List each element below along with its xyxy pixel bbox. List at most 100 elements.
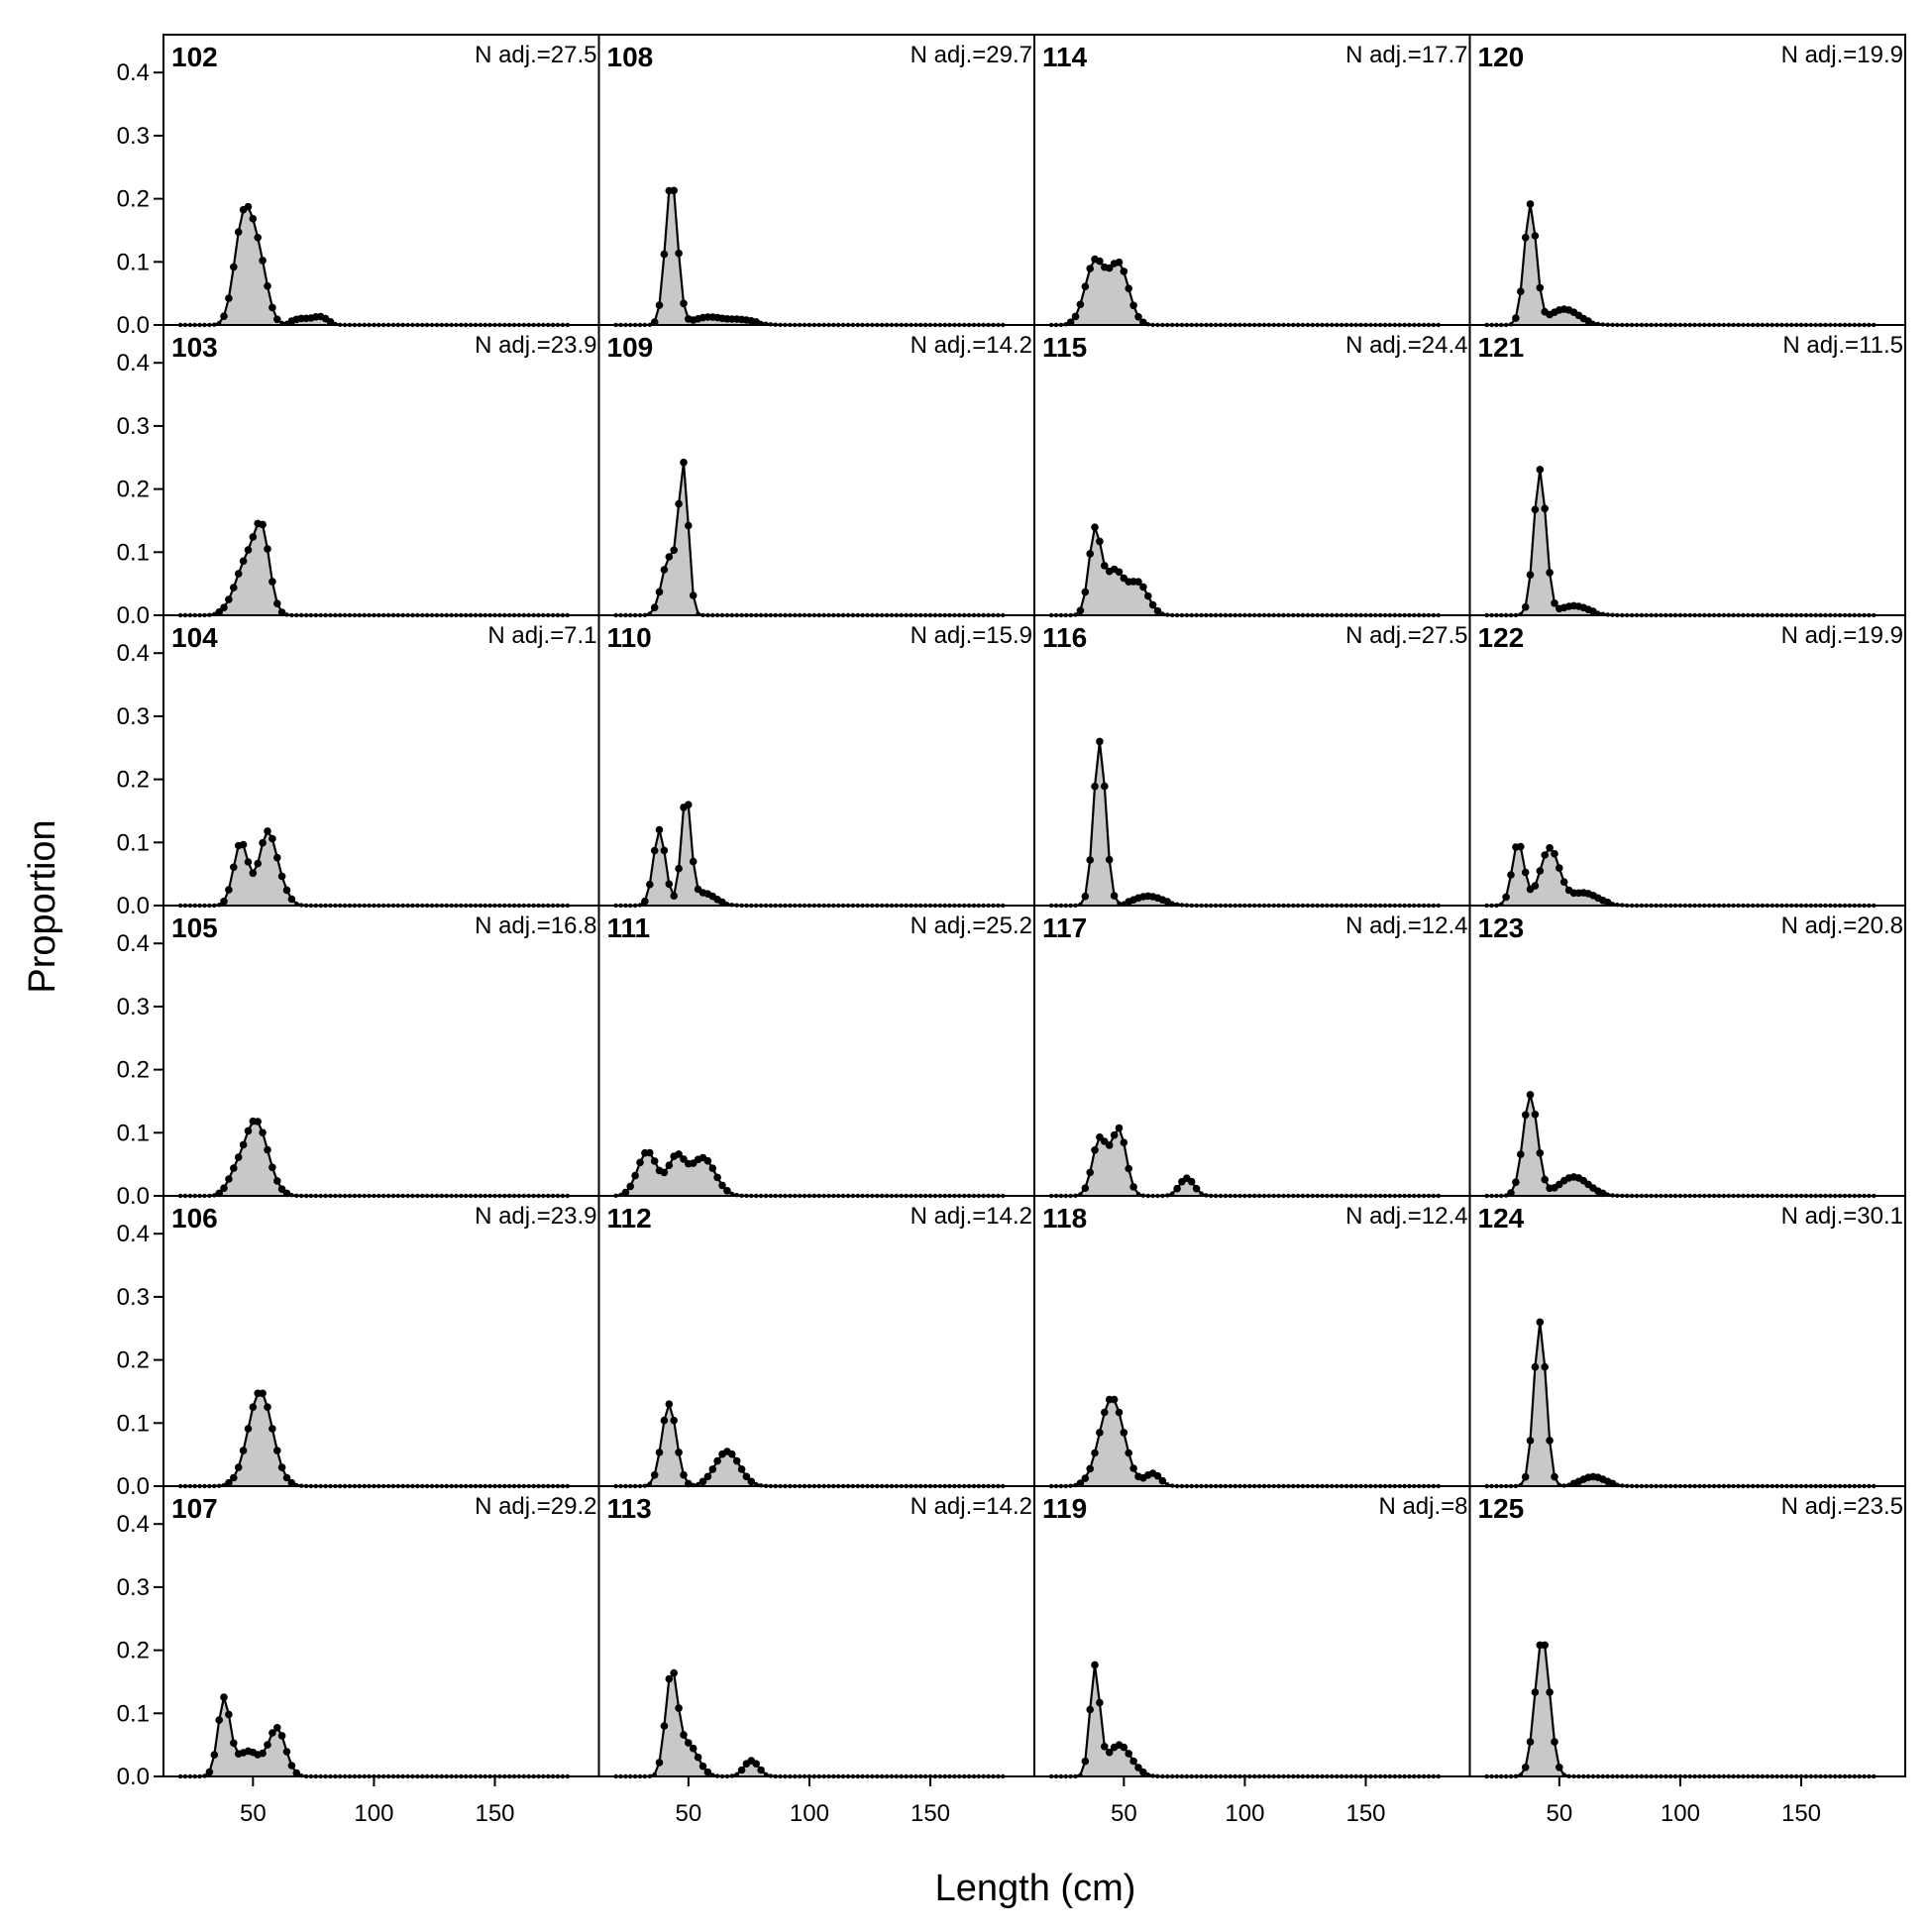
- area-fill: [180, 1697, 568, 1776]
- data-point: [1096, 257, 1104, 266]
- data-point: [698, 1762, 707, 1771]
- data-point: [220, 1693, 228, 1701]
- data-point: [737, 1766, 746, 1774]
- data-point: [708, 1465, 717, 1473]
- data-point: [1105, 1141, 1114, 1149]
- data-point: [1526, 571, 1535, 579]
- data-point: [287, 895, 296, 904]
- x-tick-label: 100: [790, 1800, 829, 1827]
- panel-nadj-label: N adj.=24.4: [1345, 332, 1467, 359]
- x-tick-label: 150: [911, 1800, 950, 1827]
- panel-nadj-label: N adj.=14.2: [911, 332, 1032, 359]
- panel-id-label: 124: [1478, 1203, 1525, 1234]
- data-point: [244, 858, 253, 866]
- data-point: [646, 880, 654, 889]
- data-point: [626, 1182, 634, 1191]
- series-line: [615, 803, 1004, 908]
- data-point: [230, 863, 238, 872]
- panel-121: 121 N adj.=11.5: [1468, 324, 1906, 618]
- series-line: [1486, 203, 1875, 327]
- data-point: [282, 1473, 291, 1482]
- data-point: [646, 1148, 654, 1157]
- data-point: [1512, 314, 1520, 322]
- data-point: [758, 320, 764, 326]
- data-point: [1134, 313, 1142, 321]
- data-point: [655, 1449, 664, 1456]
- panel-120: 120 N adj.=19.9: [1468, 34, 1906, 328]
- area-fill: [1051, 741, 1439, 906]
- data-point: [689, 1744, 698, 1753]
- panel-id-label: 105: [171, 912, 218, 943]
- panel-113: 113 N adj.=14.2 50 100 150: [597, 1485, 1035, 1827]
- data-point: [655, 301, 664, 309]
- data-point: [757, 1766, 765, 1774]
- data-point: [1129, 1757, 1137, 1766]
- panel-107: 107 N adj.=29.2 0.0 0.1 0.2 0.3 0.4 50 100 150: [117, 1485, 600, 1827]
- data-point: [273, 853, 281, 862]
- panel-id-label: 123: [1478, 912, 1525, 943]
- panel-nadj-label: N adj.=27.5: [1345, 622, 1467, 649]
- data-point: [225, 1175, 233, 1183]
- y-tick-label: 0.3: [117, 1574, 150, 1601]
- data-point: [1551, 599, 1558, 607]
- data-point: [234, 228, 243, 236]
- panel-nadj-label: N adj.=7.1: [487, 622, 596, 649]
- data-point: [1526, 1437, 1535, 1445]
- data-point: [277, 1732, 286, 1740]
- data-point: [1110, 1130, 1119, 1139]
- y-tick-label: 0.2: [117, 1057, 150, 1084]
- y-tick-label: 0.4: [117, 1511, 150, 1538]
- data-point: [742, 1472, 751, 1481]
- panel-id-label: 110: [607, 622, 652, 653]
- area-fill: [1051, 1399, 1439, 1486]
- data-point: [244, 1127, 253, 1135]
- panel-118: 118 N adj.=12.4: [1033, 1195, 1471, 1489]
- data-point: [1536, 867, 1545, 875]
- area-fill: [1486, 469, 1875, 615]
- data-point: [665, 553, 674, 561]
- data-point: [230, 1473, 238, 1482]
- data-point: [282, 1748, 291, 1756]
- data-point: [268, 303, 276, 312]
- data-point: [1546, 569, 1554, 577]
- panel-112: 112 N adj.=14.2: [597, 1195, 1035, 1489]
- y-tick-label: 0.4: [117, 350, 150, 376]
- panel-border: [162, 1195, 600, 1487]
- data-point: [1110, 1395, 1119, 1404]
- data-point: [1125, 284, 1132, 293]
- data-point: [234, 1463, 243, 1471]
- data-point: [655, 825, 664, 834]
- data-point: [732, 1456, 741, 1465]
- data-point: [1125, 1449, 1132, 1457]
- data-point: [264, 1145, 271, 1154]
- data-point: [1595, 610, 1601, 615]
- panel-id-label: 118: [1042, 1203, 1087, 1234]
- data-point: [1076, 1479, 1085, 1487]
- panel-id-label: 108: [607, 42, 654, 72]
- data-point: [1081, 1184, 1090, 1192]
- y-tick-label: 0.1: [117, 249, 150, 275]
- panel-105: 105 N adj.=16.8 0.0 0.1 0.2 0.3 0.4: [117, 905, 600, 1210]
- data-point: [718, 1181, 726, 1190]
- area-fill: [1486, 1094, 1875, 1196]
- data-point: [225, 595, 233, 603]
- data-point: [650, 1157, 659, 1165]
- panel-nadj-label: N adj.=23.9: [475, 1203, 596, 1230]
- area-fill: [180, 1393, 568, 1486]
- data-point: [1541, 1175, 1549, 1184]
- data-point: [713, 1456, 721, 1465]
- data-point: [249, 869, 258, 878]
- area-fill: [1486, 846, 1875, 906]
- data-point: [1081, 892, 1090, 901]
- data-point: [723, 1187, 731, 1195]
- y-tick-label: 0.2: [117, 1638, 150, 1664]
- data-point: [249, 1403, 258, 1411]
- data-point: [670, 186, 678, 195]
- data-point: [1139, 583, 1147, 591]
- data-point: [268, 578, 276, 586]
- data-point: [647, 1481, 652, 1486]
- data-point: [1134, 578, 1142, 586]
- area-fill: [180, 523, 568, 615]
- panel-122: 122 N adj.=19.9: [1468, 614, 1906, 909]
